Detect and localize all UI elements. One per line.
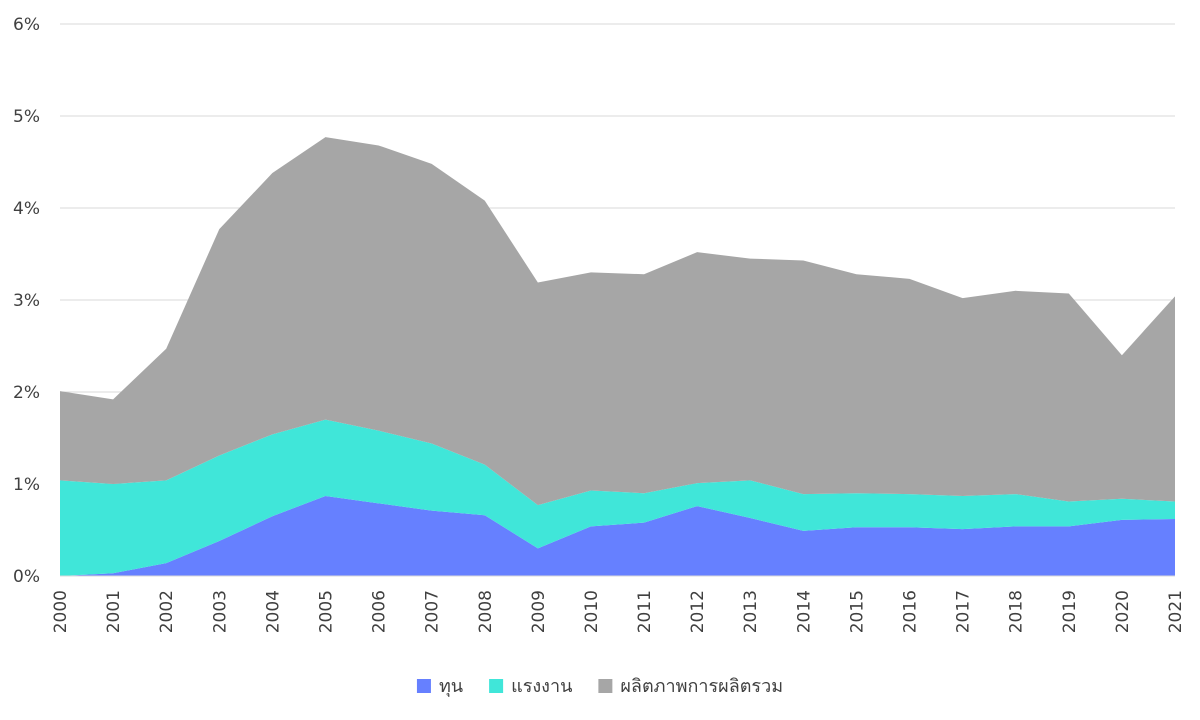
x-tick-label: 2012 [688,590,708,633]
x-tick-label: 2003 [210,590,230,633]
x-axis: 2000 2001 2002 2003 2004 2005 2006 2007 2008 2009… [51,575,1186,633]
legend-item: แรงงาน [489,676,572,697]
legend-label: ผลิตภาพการผลิตรวม [620,676,783,697]
area-series-3 [60,137,1175,506]
area-series-2 [60,419,1175,576]
x-tick-label: 2008 [476,590,496,633]
legend-item: ผลิตภาพการผลิตรวม [598,676,783,697]
y-tick-label: 0% [13,567,40,587]
y-tick-label: 6% [13,15,40,35]
y-tick-label: 3% [13,291,40,311]
x-tick-label: 2013 [741,590,761,633]
x-tick-label: 2020 [1113,590,1133,633]
x-tick-label: 2019 [1060,590,1080,633]
y-tick-label: 2% [13,383,40,403]
x-tick-label: 2004 [263,590,283,633]
legend: ทุน แรงงาน ผลิตภาพการผลิตรวม [416,676,783,697]
legend-swatch [489,679,504,693]
x-tick-label: 2016 [901,590,921,633]
x-tick-label: 2001 [104,590,124,633]
legend-swatch [416,679,431,693]
y-axis: 0% 1% 2% 3% 4% 5% 6% [13,15,40,587]
x-tick-label: 2011 [635,590,655,633]
x-tick-label: 2018 [1007,590,1027,633]
x-tick-label: 2000 [51,590,71,633]
x-tick-label: 2005 [316,590,336,633]
x-tick-label: 2015 [847,590,867,633]
y-tick-label: 4% [13,199,40,219]
x-tick-label: 2014 [794,590,814,633]
legend-swatch [598,679,613,693]
x-tick-label: 2017 [954,590,974,633]
x-tick-label: 2002 [157,590,177,633]
area-series-1 [60,495,1175,576]
area-series-layer [60,137,1175,576]
y-tick-label: 1% [13,475,40,495]
x-tick-label: 2021 [1166,590,1186,633]
x-tick-label: 2007 [423,590,443,633]
legend-label: แรงงาน [511,676,572,697]
y-tick-label: 5% [13,107,40,127]
x-tick-label: 2009 [529,590,549,633]
x-tick-label: 2010 [582,590,602,633]
legend-item: ทุน [416,676,463,697]
x-tick-label: 2006 [370,590,390,633]
legend-label: ทุน [439,676,463,697]
